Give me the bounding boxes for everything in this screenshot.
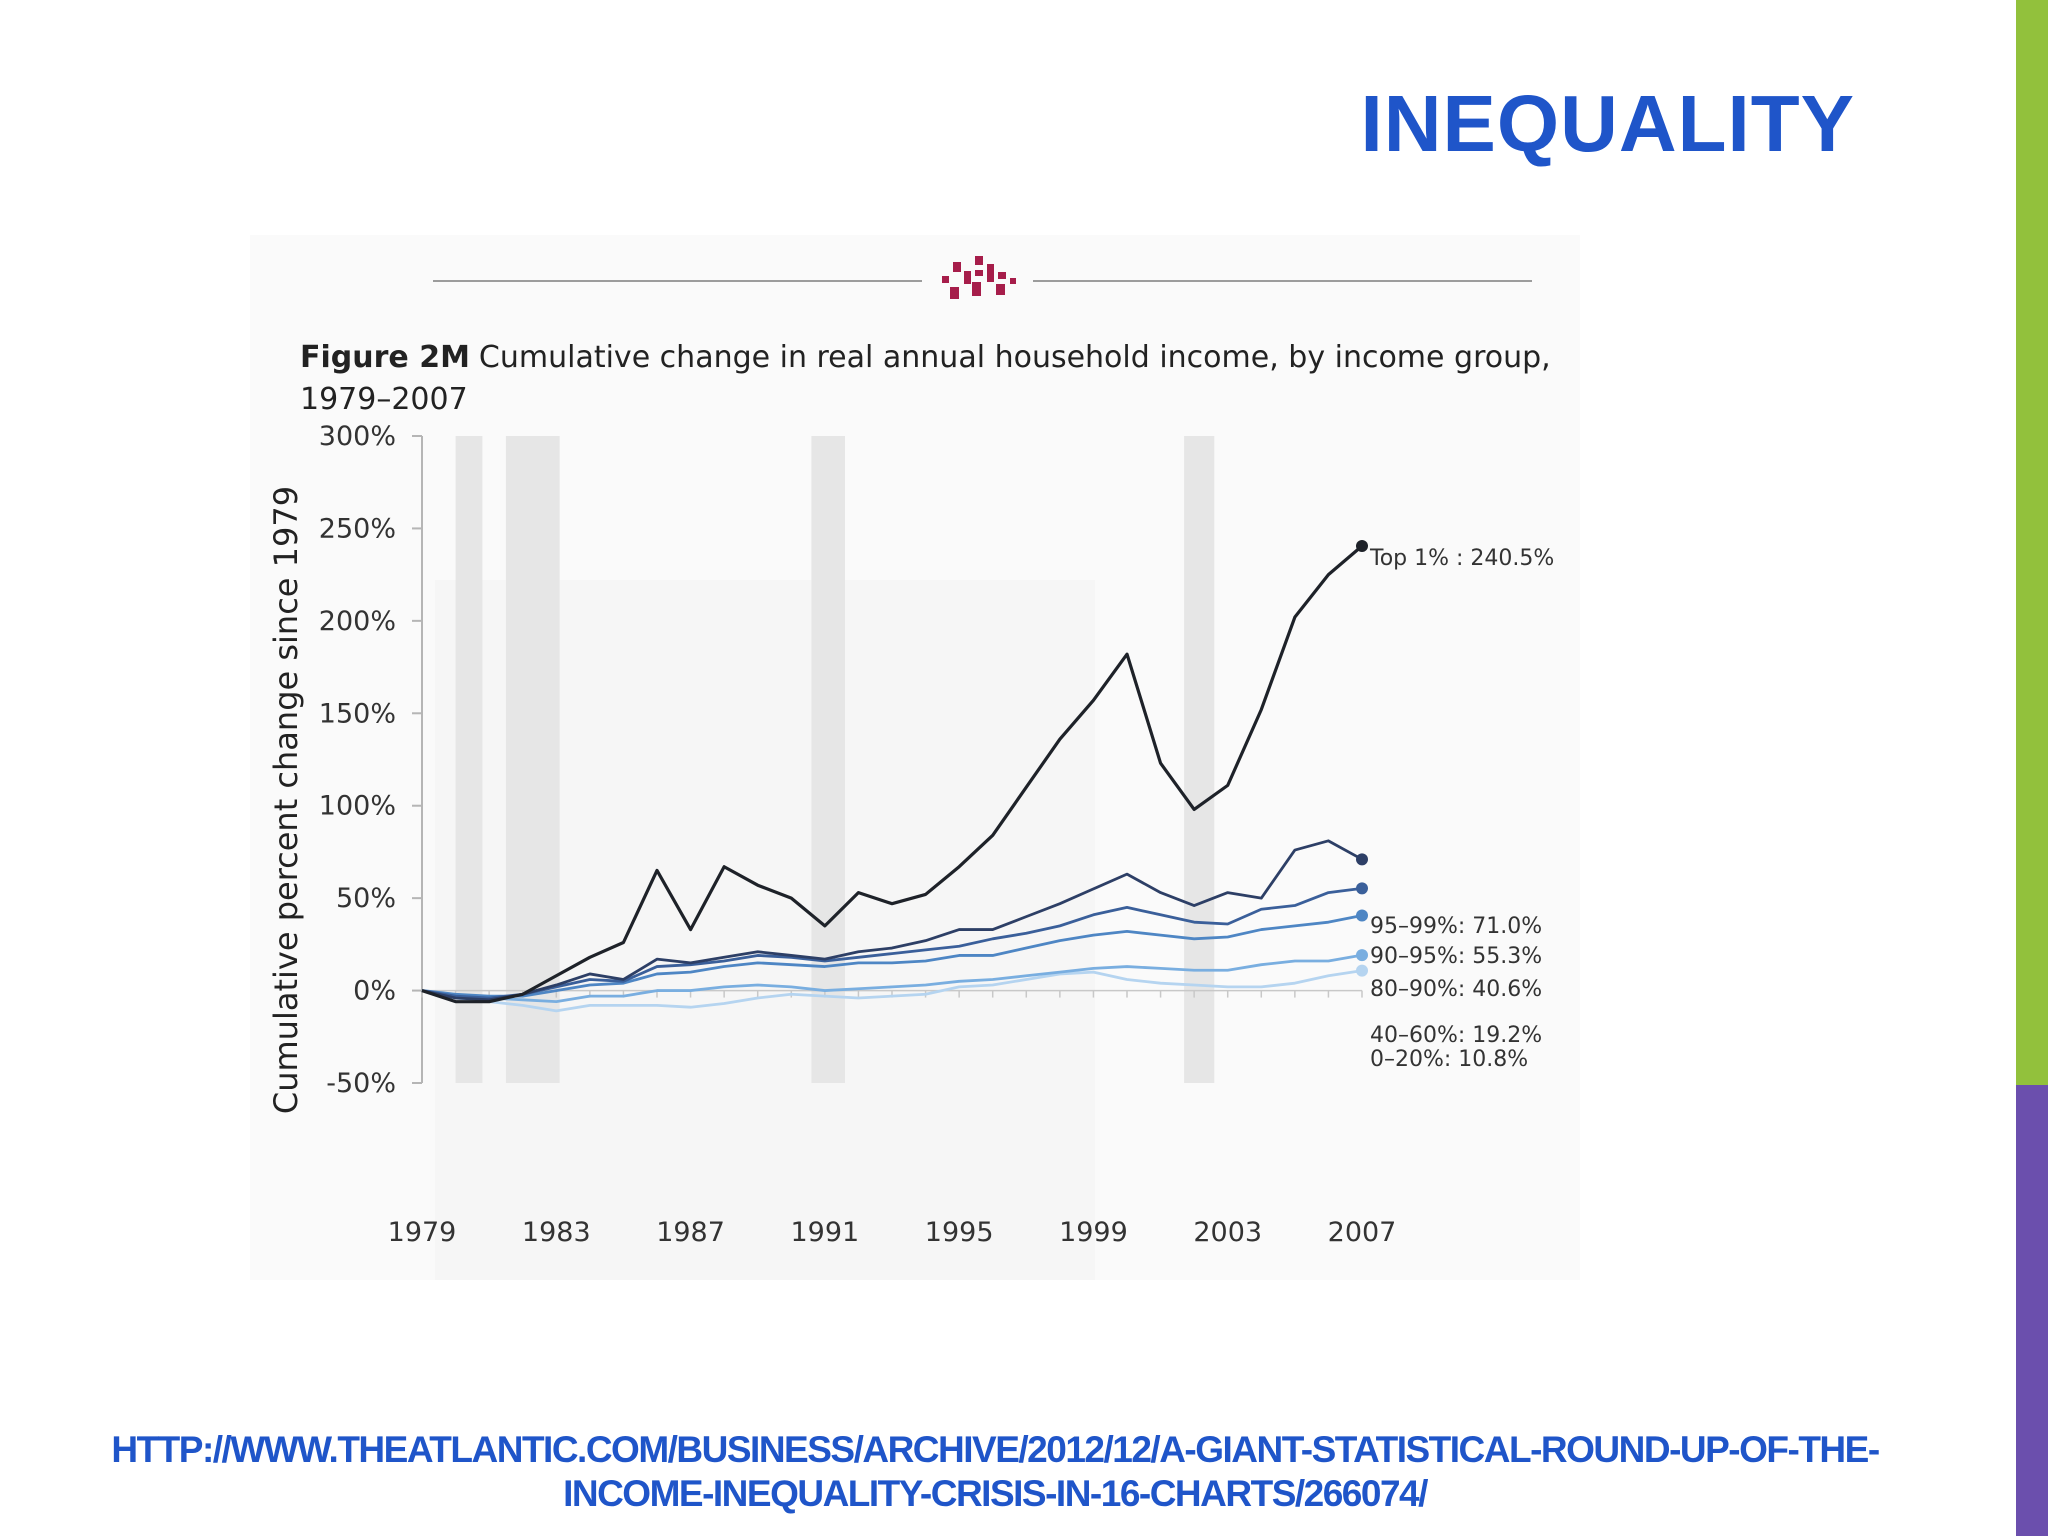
recession-band [1184, 436, 1215, 1083]
x-tick-label: 1979 [388, 1217, 457, 1248]
figure-ornament [433, 256, 1532, 299]
y-tick-label: 50% [336, 883, 396, 914]
series-end-label: 80–90%: 40.6% [1370, 977, 1542, 1002]
accent-bar-green [2016, 0, 2048, 1085]
x-tick-label: 1995 [925, 1217, 994, 1248]
series-end-label: Top 1% : 240.5% [1369, 546, 1554, 571]
series-end-marker [1356, 949, 1368, 962]
x-tick-label: 2007 [1328, 1217, 1397, 1248]
slide-title: INEQUALITY [1360, 79, 1855, 168]
series-line [421, 839, 1363, 1002]
source-link[interactable]: HTTP://WWW.THEATLANTIC.COM/BUSINESS/ARCH… [111, 1429, 1880, 1514]
y-tick-label: 200% [319, 606, 396, 637]
recession-bands [455, 436, 1215, 1083]
series-end-marker [1356, 964, 1368, 977]
y-tick-label: 100% [319, 791, 396, 822]
tick-labels: 300% 250% 200% 150% 100% 50% 0% -50% 1979 1983 198… [319, 421, 1397, 1248]
series-end-label: 40–60%: 19.2% [1370, 1023, 1542, 1048]
y-tick-label: 150% [319, 698, 396, 729]
series-end-marker [1356, 539, 1368, 552]
series-line [421, 969, 1363, 1013]
y-tick-label: -50% [326, 1068, 396, 1099]
y-axis-label: Cumulative percent change since 1979 [267, 486, 305, 1114]
x-tick-label: 1983 [522, 1217, 591, 1248]
series-end-marker [1356, 882, 1368, 895]
x-tick-label: 1991 [790, 1217, 859, 1248]
chart-title-line1: Cumulative change in real annual househo… [479, 340, 1551, 375]
x-tick-label: 1987 [656, 1217, 725, 1248]
y-tick-label: 0% [353, 976, 396, 1007]
chart: Figure 2M Cumulative change in real annua… [267, 256, 1554, 1248]
y-tick-label: 300% [319, 421, 396, 452]
accent-bar-purple [2016, 1085, 2048, 1536]
series-end-labels: 0–20%: 10.8%40–60%: 19.2% 80–90%: 40.6% 90… [1369, 546, 1554, 1072]
recession-band [505, 436, 560, 1083]
series-end-marker [1356, 853, 1368, 866]
series-end-label: 0–20%: 10.8% [1370, 1047, 1528, 1072]
chart-title: Figure 2M Cumulative change in real annua… [300, 340, 1551, 375]
recession-band [811, 436, 845, 1083]
y-tick-label: 250% [319, 513, 396, 544]
series-end-label: 90–95%: 55.3% [1370, 944, 1542, 969]
series-line [421, 953, 1363, 1004]
x-tick-label: 2003 [1193, 1217, 1262, 1248]
chart-figure-label: Figure 2M [300, 340, 470, 375]
series-end-label: 95–99%: 71.0% [1370, 914, 1542, 939]
chart-logo-icon [942, 256, 1016, 299]
series-line [421, 886, 1363, 1000]
x-tick-label: 1999 [1059, 1217, 1128, 1248]
series-line [421, 544, 1364, 1004]
chart-title-line2: 1979–2007 [300, 382, 468, 417]
series-end-marker [1356, 909, 1368, 922]
series-line [421, 914, 1363, 998]
series-lines [421, 539, 1368, 1013]
recession-band [455, 436, 483, 1083]
